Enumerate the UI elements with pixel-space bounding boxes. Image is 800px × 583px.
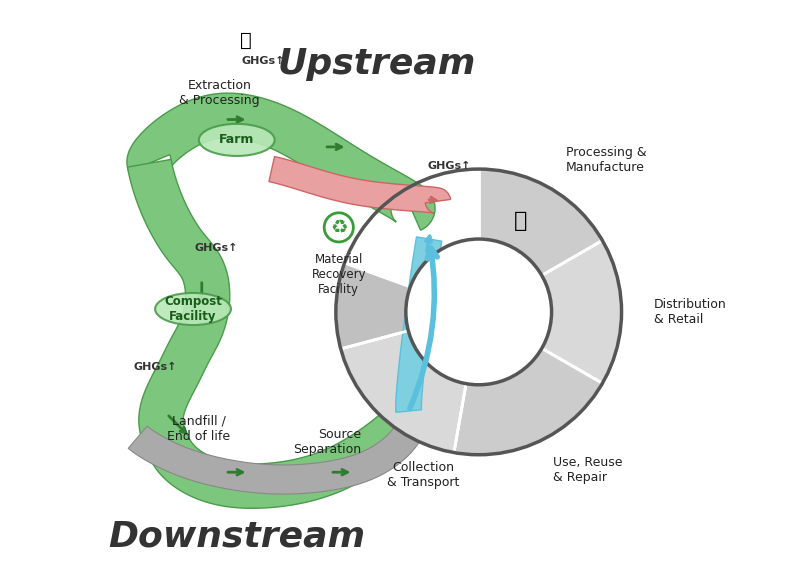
Wedge shape	[478, 169, 602, 276]
Text: 🏗: 🏗	[240, 31, 251, 50]
Polygon shape	[269, 157, 450, 213]
Text: GHGs↑: GHGs↑	[194, 243, 238, 253]
Text: Upstream: Upstream	[278, 47, 476, 81]
Text: Farm: Farm	[219, 134, 254, 146]
Wedge shape	[542, 240, 622, 384]
Text: Landfill /
End of life: Landfill / End of life	[167, 415, 230, 442]
Text: Distribution
& Retail: Distribution & Retail	[654, 298, 726, 326]
Text: Extraction
& Processing: Extraction & Processing	[179, 79, 259, 107]
Text: ♻: ♻	[330, 218, 347, 237]
Text: GHGs↑: GHGs↑	[428, 161, 471, 171]
Text: 🏭: 🏭	[514, 211, 528, 231]
Ellipse shape	[199, 124, 274, 156]
Text: GHGs↑: GHGs↑	[134, 362, 177, 373]
Text: Collection
& Transport: Collection & Transport	[387, 461, 459, 489]
Circle shape	[406, 239, 551, 385]
Polygon shape	[127, 159, 435, 508]
Text: GHGs↑: GHGs↑	[242, 56, 285, 66]
Polygon shape	[127, 93, 435, 230]
Ellipse shape	[155, 293, 231, 325]
Wedge shape	[341, 331, 466, 452]
Text: Processing &
Manufacture: Processing & Manufacture	[566, 146, 646, 174]
Text: Downstream: Downstream	[108, 519, 366, 553]
Wedge shape	[336, 263, 410, 349]
Polygon shape	[396, 237, 442, 412]
Polygon shape	[128, 419, 426, 494]
Text: Use, Reuse
& Repair: Use, Reuse & Repair	[553, 456, 622, 484]
Text: Material
Recovery
Facility: Material Recovery Facility	[311, 252, 366, 296]
FancyArrowPatch shape	[410, 248, 438, 409]
Text: Source
Separation: Source Separation	[294, 428, 362, 456]
Wedge shape	[454, 348, 602, 455]
Text: Compost
Facility: Compost Facility	[164, 295, 222, 323]
